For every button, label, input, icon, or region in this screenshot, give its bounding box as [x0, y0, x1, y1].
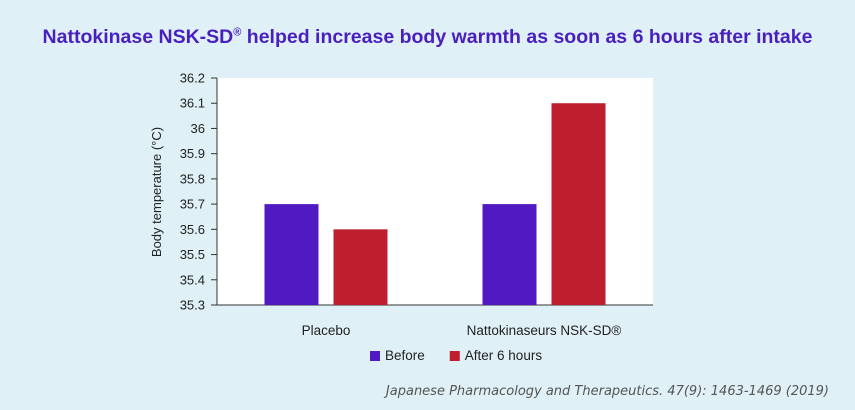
y-tick-label: 35.4: [180, 272, 205, 287]
y-tick-label: 35.7: [180, 197, 205, 212]
title-rest: helped increase body warmth as soon as 6…: [241, 26, 813, 48]
y-tick-label: 35.6: [180, 222, 205, 237]
x-tick-label: Placebo: [302, 323, 351, 338]
y-tick-label: 35.5: [180, 247, 205, 262]
y-axis: 35.3 35.4 35.5 35.6 35.7 35.8 35.9 36 36.1 36.2: [180, 71, 653, 313]
y-tick-label: 35.3: [180, 298, 205, 313]
bar: [264, 204, 319, 305]
title-registered-mark: ®: [233, 26, 242, 39]
legend-swatch: [370, 351, 380, 361]
y-tick-label: 36.2: [180, 71, 205, 86]
legend-label: Before: [385, 348, 425, 363]
y-tick-label: 36: [191, 121, 205, 136]
legend: Before After 6 hours: [370, 348, 542, 363]
y-tick-label: 35.8: [180, 171, 205, 186]
chart-title: Nattokinase NSK-SD® helped increase body…: [0, 26, 855, 49]
bar: [333, 229, 388, 305]
bar: [551, 103, 606, 305]
y-tick-label: 35.9: [180, 146, 205, 161]
bars: [264, 103, 606, 305]
legend-swatch: [449, 351, 460, 361]
legend-label: After 6 hours: [465, 348, 543, 363]
x-axis-labels: Placebo Nattokinaseurs NSK-SD®: [302, 323, 622, 338]
x-tick-label: Nattokinaseurs NSK-SD®: [467, 323, 622, 338]
y-axis-label: Body temperature (°C): [149, 127, 164, 257]
bar: [482, 204, 537, 305]
citation: Japanese Pharmacology and Therapeutics. …: [385, 384, 829, 399]
title-main: Nattokinase NSK-SD: [42, 26, 234, 48]
y-tick-label: 36.1: [180, 96, 205, 111]
